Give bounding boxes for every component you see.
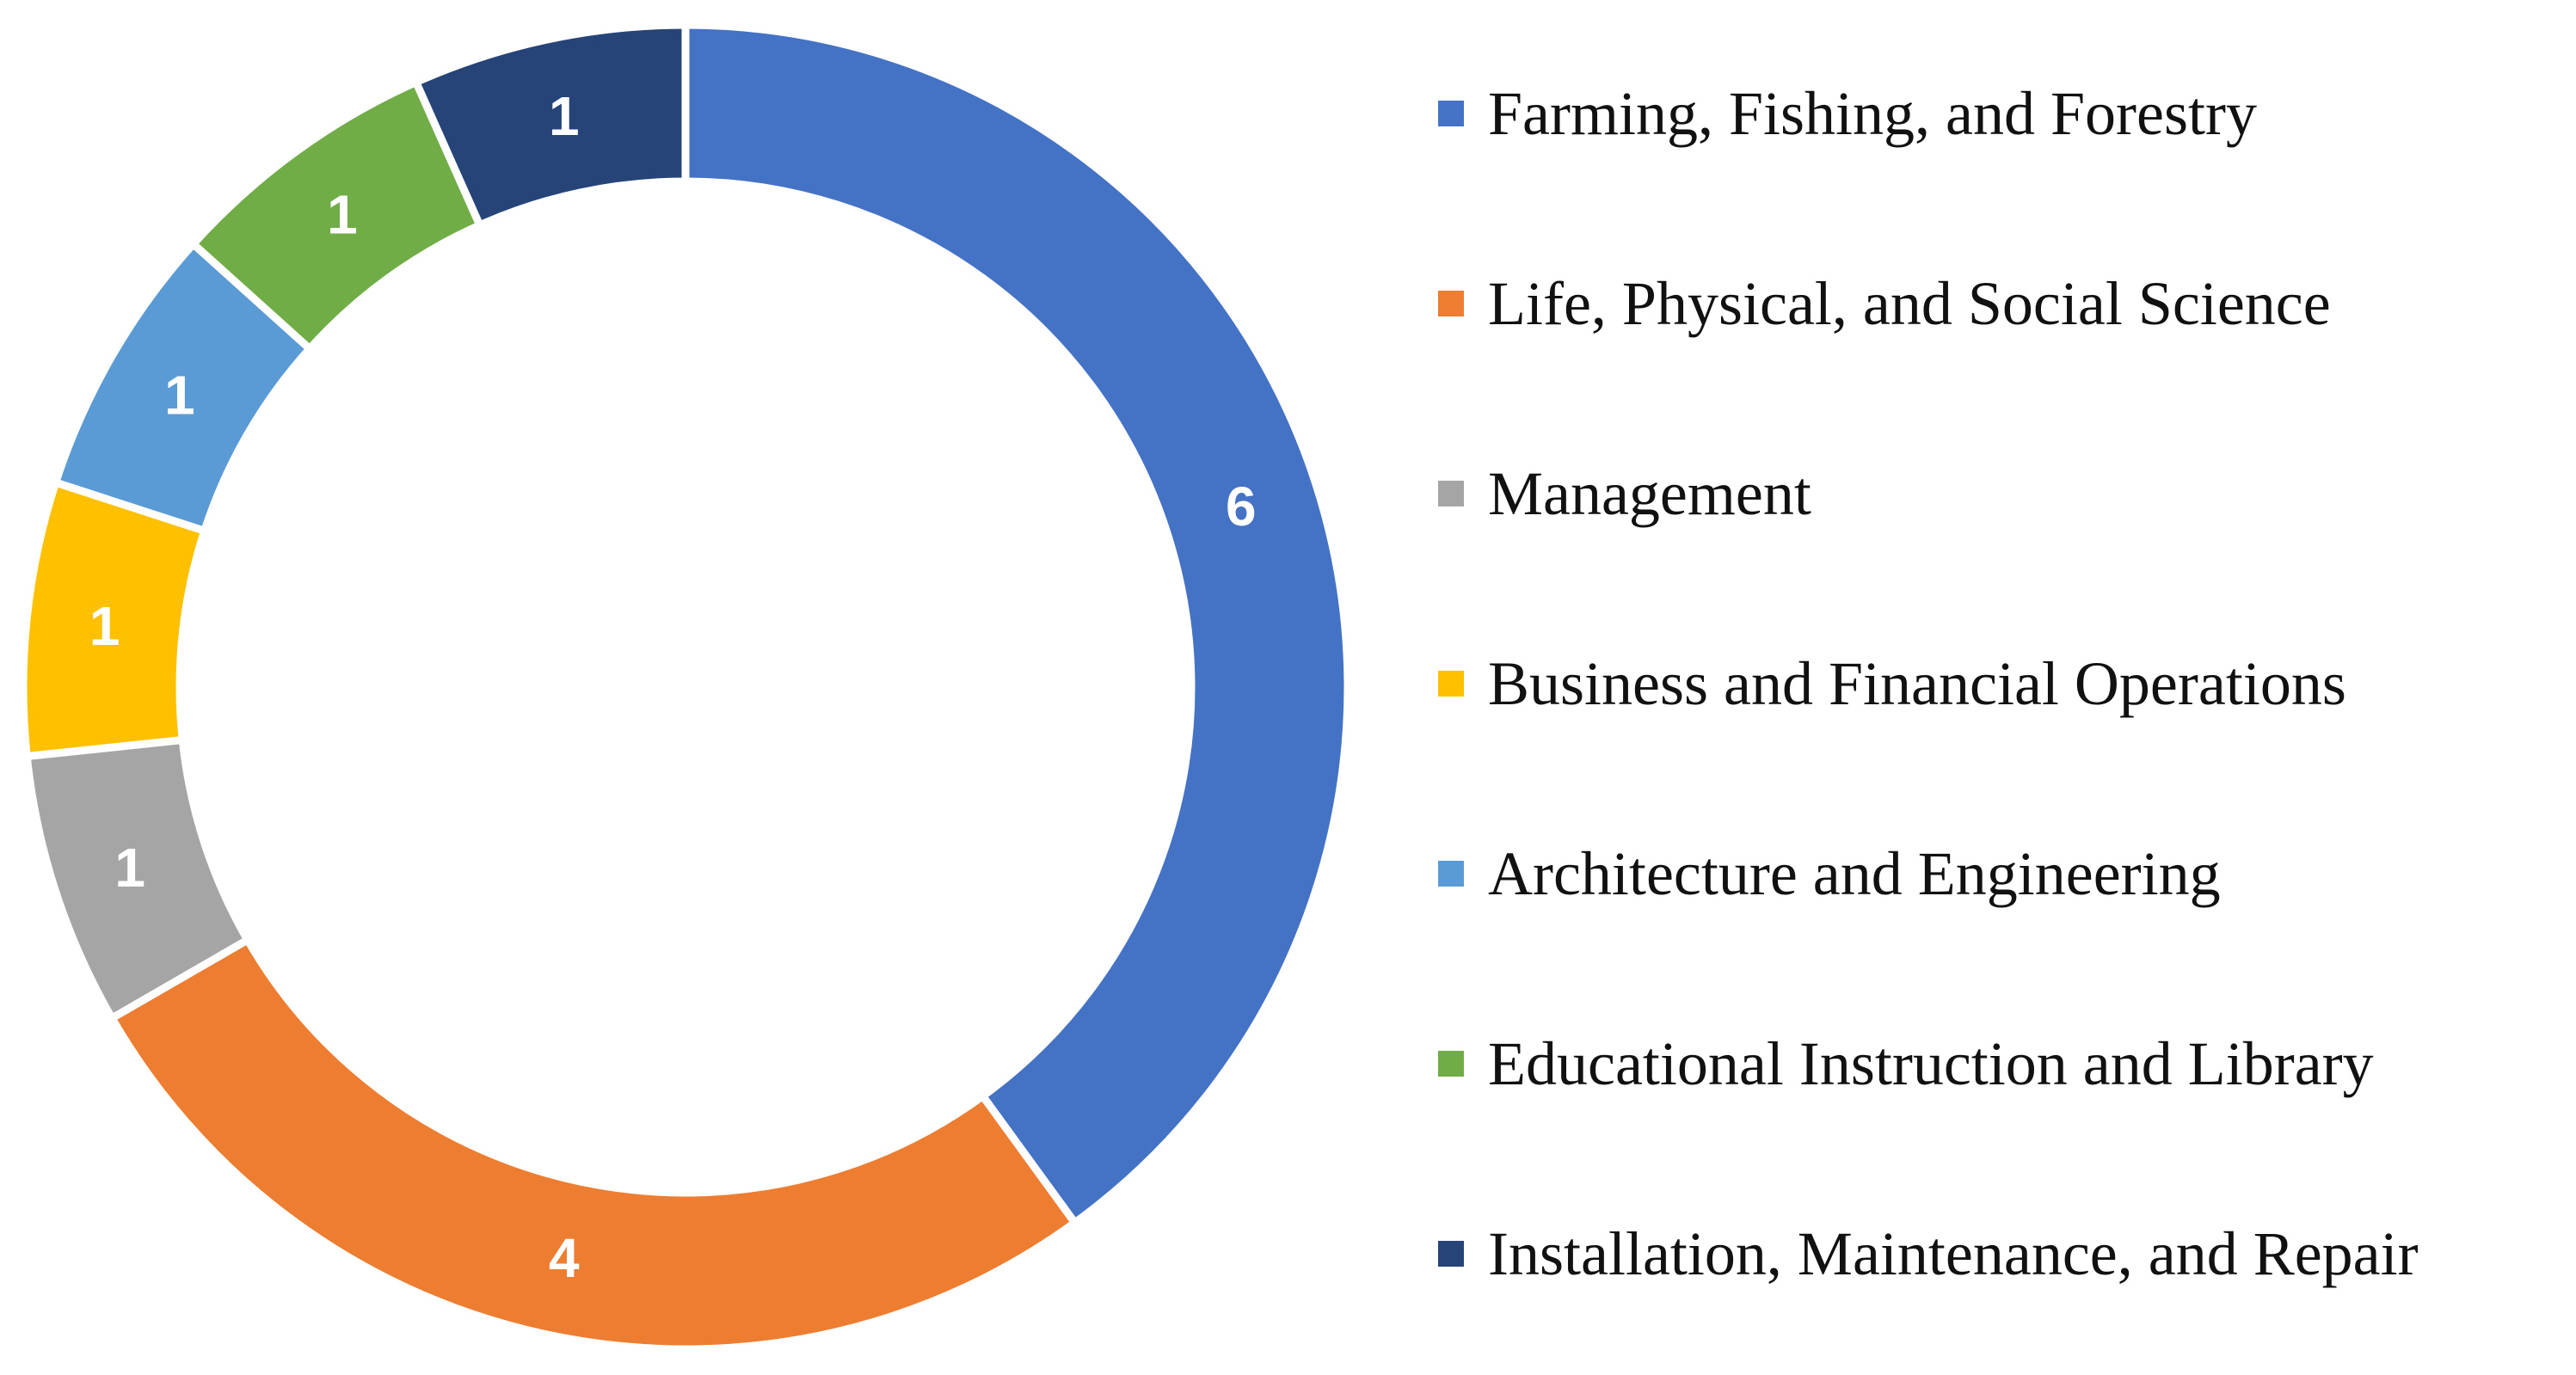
legend-swatch-2 [1438, 291, 1464, 316]
legend-label-3: Management [1488, 459, 1811, 528]
doughnut-slices [19, 21, 1352, 1354]
legend-label-4: Business and Financial Operations [1488, 649, 2346, 718]
legend-label-2: Life, Physical, and Social Science [1488, 269, 2331, 338]
data-label-5: 1 [164, 365, 195, 427]
doughnut-slice-2 [107, 934, 1080, 1354]
chart-legend: Farming, Fishing, and Forestry Life, Phys… [1438, 79, 2419, 1288]
data-label-2: 4 [549, 1227, 580, 1289]
legend-label-7: Installation, Maintenance, and Repair [1488, 1219, 2419, 1288]
data-label-6: 1 [327, 184, 358, 246]
legend-label-1: Farming, Fishing, and Forestry [1488, 79, 2257, 148]
legend-swatch-1 [1438, 101, 1464, 126]
legend-item-1: Farming, Fishing, and Forestry [1438, 79, 2257, 148]
legend-swatch-3 [1438, 481, 1464, 506]
data-label-7: 1 [549, 85, 580, 147]
legend-swatch-6 [1438, 1051, 1464, 1077]
doughnut-slice-1 [681, 21, 1352, 1229]
legend-item-4: Business and Financial Operations [1438, 649, 2346, 718]
legend-label-6: Educational Instruction and Library [1488, 1029, 2374, 1098]
doughnut-data-labels: 6 4 1 1 1 1 1 [89, 85, 1257, 1289]
legend-swatch-4 [1438, 671, 1464, 697]
legend-item-2: Life, Physical, and Social Science [1438, 269, 2331, 338]
legend-swatch-7 [1438, 1241, 1464, 1267]
legend-item-6: Educational Instruction and Library [1438, 1029, 2374, 1098]
data-label-1: 6 [1226, 476, 1257, 537]
legend-item-5: Architecture and Engineering [1438, 839, 2221, 908]
legend-item-3: Management [1438, 459, 1811, 528]
data-label-3: 1 [114, 837, 145, 899]
doughnut-slice-7 [410, 21, 690, 230]
data-label-4: 1 [89, 595, 120, 657]
legend-swatch-5 [1438, 861, 1464, 887]
legend-label-5: Architecture and Engineering [1488, 839, 2221, 908]
legend-item-7: Installation, Maintenance, and Repair [1438, 1219, 2419, 1288]
